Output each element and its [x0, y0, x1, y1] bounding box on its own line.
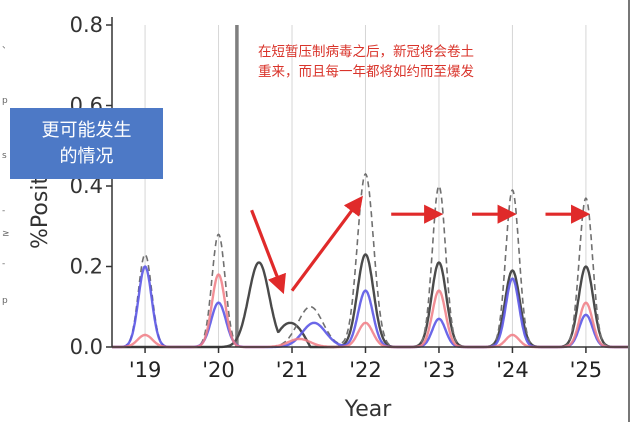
- edge-char-5: ≥: [2, 229, 10, 239]
- x-tick-label-1: '20: [202, 358, 235, 382]
- series-line-1: [111, 173, 631, 348]
- series-line-3: [111, 273, 631, 349]
- x-tick-label-0: '19: [129, 358, 162, 382]
- x-tick-label-3: '22: [349, 358, 382, 382]
- y-tick-label-4: 0.8: [70, 13, 103, 37]
- annotation-line-2: 重来，而且每一年都将如约而至爆发: [258, 64, 474, 80]
- x-axis-title: Year: [344, 397, 393, 422]
- callout-line-1: 更可能发生: [41, 119, 132, 141]
- edge-char-2: p: [2, 96, 8, 106]
- edge-char-1: 、: [2, 41, 12, 51]
- edge-char-6: -: [2, 259, 6, 269]
- x-tick-label-5: '24: [496, 358, 529, 382]
- callout-line-2: 的情况: [59, 145, 114, 167]
- edge-char-7: p: [2, 296, 8, 306]
- frame-right-border: [628, 0, 630, 422]
- x-tick-label-4: '23: [423, 358, 456, 382]
- annotation-line-1: 在短暂压制病毒之后，新冠将会卷土: [258, 44, 474, 60]
- callout-box: 更可能发生 的情况: [10, 108, 163, 179]
- y-tick-label-1: 0.2: [70, 255, 103, 279]
- x-tick-label-6: '25: [570, 358, 603, 382]
- y-tick-label-0: 0.0: [70, 335, 103, 359]
- x-tick-label-2: '21: [276, 358, 309, 382]
- trend-arrow-1: [290, 195, 363, 292]
- annotation-text: 在短暂压制病毒之后，新冠将会卷土 重来，而且每一年都将如约而至爆发: [258, 42, 558, 82]
- edge-char-3: s: [2, 151, 7, 161]
- trend-arrow-0: [250, 209, 286, 295]
- edge-char-4: -: [2, 206, 6, 216]
